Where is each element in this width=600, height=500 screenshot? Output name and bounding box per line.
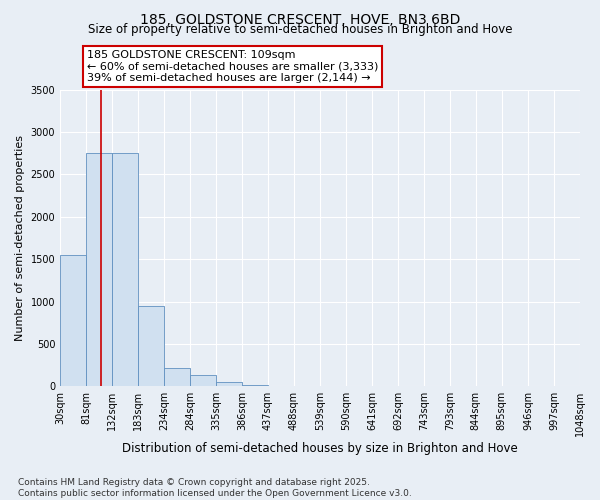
Bar <box>60 255 86 386</box>
X-axis label: Distribution of semi-detached houses by size in Brighton and Hove: Distribution of semi-detached houses by … <box>122 442 518 455</box>
Bar <box>86 153 112 386</box>
Text: Size of property relative to semi-detached houses in Brighton and Hove: Size of property relative to semi-detach… <box>88 24 512 36</box>
Bar <box>112 153 138 386</box>
Y-axis label: Number of semi-detached properties: Number of semi-detached properties <box>15 135 25 341</box>
Bar <box>216 382 242 386</box>
Text: 185, GOLDSTONE CRESCENT, HOVE, BN3 6BD: 185, GOLDSTONE CRESCENT, HOVE, BN3 6BD <box>140 12 460 26</box>
Text: Contains HM Land Registry data © Crown copyright and database right 2025.
Contai: Contains HM Land Registry data © Crown c… <box>18 478 412 498</box>
Text: 185 GOLDSTONE CRESCENT: 109sqm
← 60% of semi-detached houses are smaller (3,333): 185 GOLDSTONE CRESCENT: 109sqm ← 60% of … <box>87 50 379 82</box>
Bar <box>242 384 268 386</box>
Bar <box>164 368 190 386</box>
Bar <box>190 376 216 386</box>
Bar <box>138 306 164 386</box>
